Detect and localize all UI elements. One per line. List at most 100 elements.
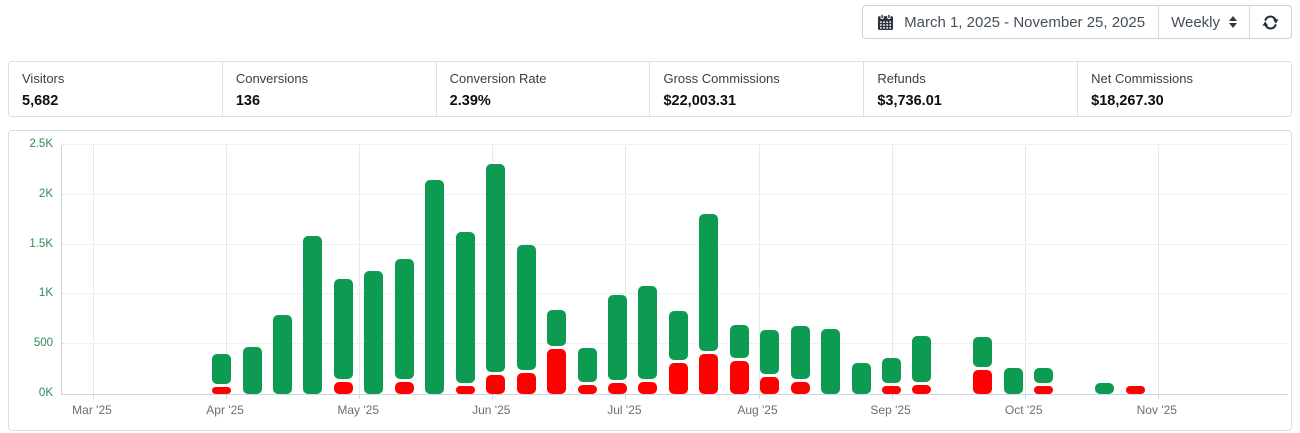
stat-label: Net Commissions	[1091, 71, 1193, 86]
grid-line-horizontal	[62, 243, 1288, 245]
x-axis-label: Sep '25	[870, 403, 911, 417]
stat-card-visitors: Visitors 5,682	[9, 62, 222, 116]
stat-label: Conversions	[235, 71, 309, 86]
bar-week-3-commissions[interactable]	[303, 235, 323, 394]
x-axis-tick	[492, 394, 494, 399]
bar-week-22-commissions[interactable]	[882, 357, 901, 384]
stat-card-conversion-rate: Conversion Rate 2.39%	[435, 62, 650, 116]
bar-week-23-refund[interactable]	[912, 385, 932, 394]
bar-week-0-commissions[interactable]	[212, 353, 232, 385]
bar-week-27-refund[interactable]	[1034, 386, 1054, 394]
bar-week-7-commissions[interactable]	[425, 179, 445, 394]
bar-week-21-commissions[interactable]	[851, 362, 871, 394]
bar-week-9-commissions[interactable]	[486, 163, 506, 373]
stat-value: $3,736.01	[877, 93, 942, 109]
bar-week-13-refund[interactable]	[607, 382, 627, 394]
grid-line-horizontal	[62, 193, 1288, 195]
date-range-toolbar: March 1, 2025 - November 25, 2025 Weekly	[862, 5, 1292, 39]
grid-line-month	[891, 145, 893, 394]
stat-card-refunds: Refunds $3,736.01	[863, 62, 1077, 116]
bar-week-16-commissions[interactable]	[699, 213, 719, 351]
grid-line-horizontal	[62, 144, 1288, 145]
grid-line-month	[359, 145, 361, 394]
bar-week-11-refund[interactable]	[547, 349, 567, 394]
refresh-button[interactable]	[1250, 6, 1291, 38]
bar-week-19-commissions[interactable]	[790, 325, 810, 380]
x-axis-label: Mar '25	[72, 403, 112, 417]
stat-label: Refunds	[877, 71, 926, 86]
x-axis-label: Oct '25	[1004, 403, 1043, 417]
grid-line-month	[1024, 145, 1026, 394]
stat-value: 136	[235, 93, 261, 109]
bar-week-6-refund[interactable]	[394, 382, 414, 394]
y-axis-label: 1K	[38, 287, 53, 300]
bar-week-20-commissions[interactable]	[821, 329, 841, 394]
x-axis-label: Nov '25	[1136, 403, 1177, 417]
bar-week-16-refund[interactable]	[699, 353, 719, 394]
bar-week-11-commissions[interactable]	[547, 310, 567, 347]
x-axis-tick	[93, 394, 94, 399]
stats-summary-bar: Visitors 5,682 Conversions 136 Conversio…	[8, 61, 1292, 117]
y-axis-label: 0K	[38, 387, 53, 399]
bar-week-25-refund[interactable]	[973, 370, 993, 394]
bar-week-13-commissions[interactable]	[607, 295, 627, 380]
bar-week-0-refund[interactable]	[212, 387, 232, 394]
bar-week-22-refund[interactable]	[882, 386, 901, 394]
bar-week-12-refund[interactable]	[577, 385, 597, 394]
stat-label: Conversion Rate	[449, 71, 547, 86]
bar-week-4-refund[interactable]	[333, 381, 353, 394]
bar-week-29-commissions[interactable]	[1095, 383, 1115, 394]
grid-line-month	[625, 145, 627, 394]
calendar-icon	[878, 13, 894, 30]
bar-week-18-commissions[interactable]	[760, 329, 780, 375]
date-range-text: March 1, 2025 - November 25, 2025	[904, 13, 1146, 31]
interval-select[interactable]: Weekly	[1159, 6, 1249, 38]
x-axis-tick	[1024, 394, 1026, 399]
bar-week-14-refund[interactable]	[638, 381, 658, 394]
bar-week-12-commissions[interactable]	[577, 347, 597, 383]
stat-label: Gross Commissions	[663, 71, 780, 86]
y-axis-label: 2.5K	[29, 138, 53, 150]
grid-line-month	[758, 145, 760, 394]
stat-card-gross-commissions: Gross Commissions $22,003.31	[649, 62, 863, 116]
x-axis-tick	[359, 394, 361, 399]
x-axis-label: May '25	[337, 403, 380, 417]
x-axis-tick	[1157, 394, 1159, 399]
plot-area	[61, 144, 1288, 399]
x-axis-label: Jul '25	[607, 403, 642, 417]
bar-week-26-commissions[interactable]	[1003, 367, 1023, 394]
x-axis-tick	[226, 394, 228, 399]
stat-value: 2.39%	[449, 93, 491, 109]
y-axis-label: 2K	[38, 187, 53, 200]
bar-week-5-commissions[interactable]	[364, 270, 384, 394]
grid-line-horizontal	[62, 293, 1288, 295]
bar-week-14-commissions[interactable]	[638, 285, 658, 379]
stat-value: $18,267.30	[1091, 93, 1164, 109]
bar-week-18-refund[interactable]	[760, 377, 780, 394]
bar-week-27-commissions[interactable]	[1034, 368, 1054, 384]
bar-week-30-refund[interactable]	[1125, 386, 1145, 394]
grid-line-month	[1157, 145, 1159, 394]
bar-week-2-commissions[interactable]	[273, 315, 292, 394]
up-down-arrows-icon	[1229, 16, 1237, 28]
weekly-commissions-chart: 0K 500 1K 1.5K 2K 2.5K Mar '25 Apr '25 May '25 Ju…	[8, 130, 1292, 431]
bar-week-25-commissions[interactable]	[973, 336, 993, 368]
x-axis-tick	[758, 394, 760, 399]
bar-week-4-commissions[interactable]	[333, 278, 353, 379]
date-range-picker[interactable]: March 1, 2025 - November 25, 2025	[863, 6, 1158, 38]
bar-week-17-refund[interactable]	[729, 361, 749, 394]
bar-week-23-commissions[interactable]	[912, 335, 932, 383]
bar-week-10-refund[interactable]	[516, 373, 536, 394]
bar-week-1-commissions[interactable]	[242, 347, 262, 394]
bar-week-19-refund[interactable]	[790, 382, 810, 394]
y-axis-label: 1.5K	[29, 237, 53, 250]
bar-week-8-commissions[interactable]	[455, 231, 475, 383]
bar-week-15-commissions[interactable]	[668, 310, 688, 360]
bar-week-17-commissions[interactable]	[729, 325, 749, 359]
bar-week-6-commissions[interactable]	[394, 258, 414, 380]
bar-week-10-commissions[interactable]	[516, 245, 536, 371]
bar-week-9-refund[interactable]	[486, 375, 506, 394]
bar-week-15-refund[interactable]	[668, 362, 688, 394]
bar-week-8-refund[interactable]	[455, 385, 475, 394]
stat-value: $22,003.31	[663, 93, 737, 109]
